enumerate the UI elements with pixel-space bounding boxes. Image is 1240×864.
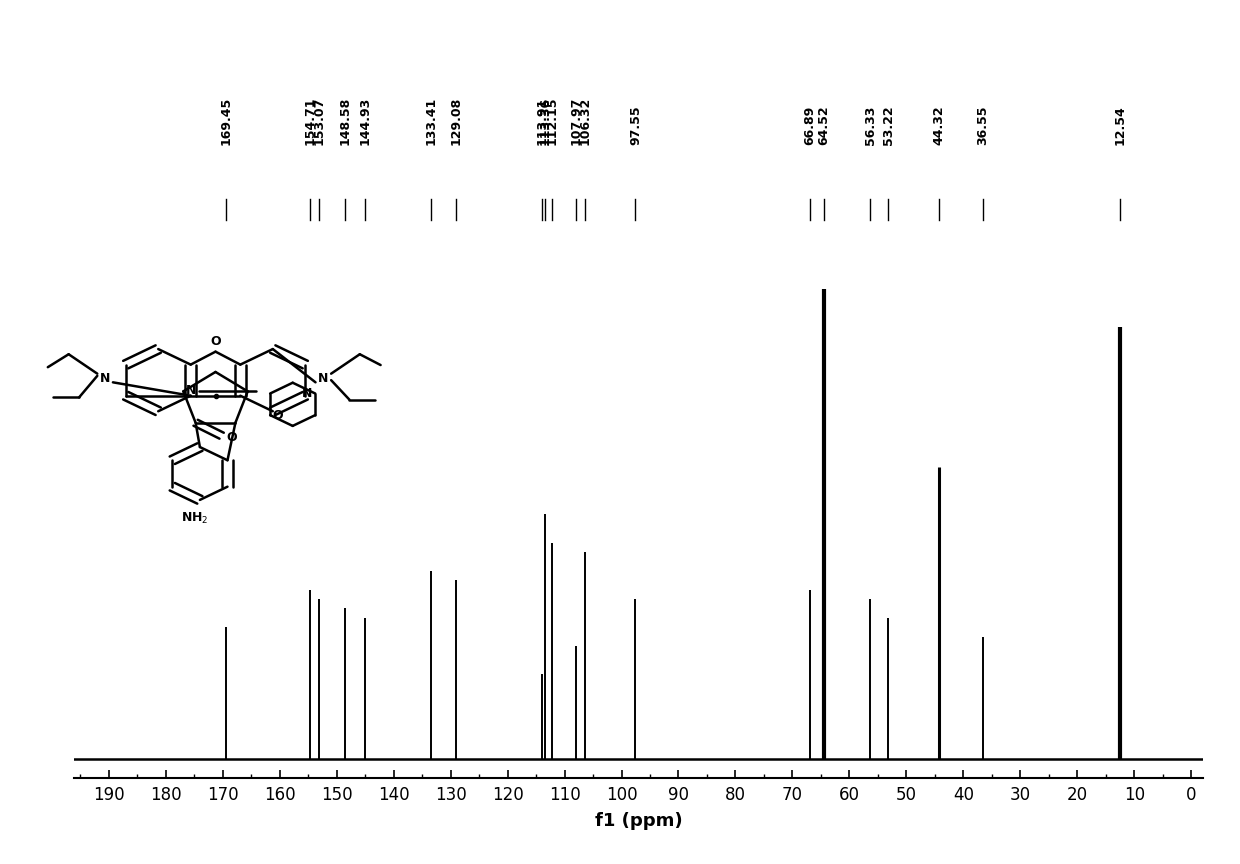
- Text: 12.54: 12.54: [1114, 105, 1126, 145]
- Text: 154.71: 154.71: [304, 97, 316, 145]
- Text: 107.97: 107.97: [569, 97, 583, 145]
- Text: 64.52: 64.52: [817, 106, 831, 145]
- Text: 113.91: 113.91: [536, 98, 549, 145]
- Text: O: O: [211, 335, 221, 348]
- Text: O: O: [227, 431, 238, 444]
- Text: 106.32: 106.32: [579, 98, 591, 145]
- Text: 148.58: 148.58: [339, 98, 351, 145]
- Text: 153.07: 153.07: [312, 97, 326, 145]
- Text: N: N: [303, 387, 312, 400]
- Text: O: O: [273, 409, 284, 422]
- Text: 44.32: 44.32: [932, 106, 945, 145]
- Text: 66.89: 66.89: [804, 106, 817, 145]
- Text: 56.33: 56.33: [864, 106, 877, 145]
- X-axis label: f1 (ppm): f1 (ppm): [595, 812, 682, 830]
- Text: 169.45: 169.45: [219, 98, 232, 145]
- Text: N: N: [100, 372, 110, 384]
- Text: 53.22: 53.22: [882, 106, 894, 145]
- Text: 133.41: 133.41: [424, 98, 438, 145]
- Text: NH$_2$: NH$_2$: [181, 511, 208, 526]
- Text: N: N: [186, 384, 196, 397]
- Text: 144.93: 144.93: [358, 98, 372, 145]
- Text: N: N: [319, 372, 329, 384]
- Text: 97.55: 97.55: [629, 106, 642, 145]
- Text: 112.15: 112.15: [546, 97, 559, 145]
- Text: 36.55: 36.55: [977, 106, 990, 145]
- Text: 113.36: 113.36: [539, 98, 552, 145]
- Text: 129.08: 129.08: [449, 98, 463, 145]
